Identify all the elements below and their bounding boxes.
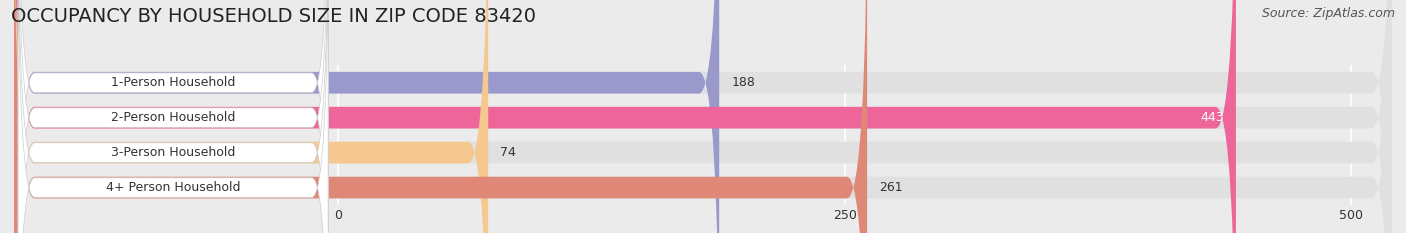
Text: 4+ Person Household: 4+ Person Household (105, 181, 240, 194)
Text: Source: ZipAtlas.com: Source: ZipAtlas.com (1261, 7, 1395, 20)
FancyBboxPatch shape (18, 0, 328, 233)
FancyBboxPatch shape (14, 0, 720, 233)
Text: 74: 74 (501, 146, 516, 159)
Text: 188: 188 (731, 76, 755, 89)
FancyBboxPatch shape (14, 0, 1392, 233)
FancyBboxPatch shape (14, 0, 1236, 233)
Text: 2-Person Household: 2-Person Household (111, 111, 235, 124)
FancyBboxPatch shape (18, 0, 328, 233)
FancyBboxPatch shape (14, 0, 1392, 233)
FancyBboxPatch shape (14, 0, 1392, 233)
Text: 443: 443 (1201, 111, 1223, 124)
FancyBboxPatch shape (14, 0, 1392, 233)
FancyBboxPatch shape (14, 0, 868, 233)
Text: 3-Person Household: 3-Person Household (111, 146, 235, 159)
Text: 1-Person Household: 1-Person Household (111, 76, 235, 89)
Text: 261: 261 (879, 181, 903, 194)
FancyBboxPatch shape (14, 0, 488, 233)
FancyBboxPatch shape (18, 0, 328, 233)
FancyBboxPatch shape (18, 0, 328, 233)
Text: OCCUPANCY BY HOUSEHOLD SIZE IN ZIP CODE 83420: OCCUPANCY BY HOUSEHOLD SIZE IN ZIP CODE … (11, 7, 536, 26)
